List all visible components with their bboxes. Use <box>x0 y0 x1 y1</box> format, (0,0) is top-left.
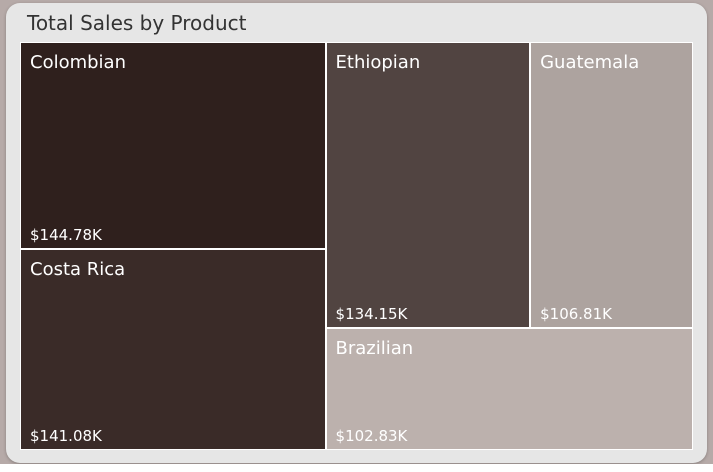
tile-label-colombian: Colombian <box>30 52 126 73</box>
treemap-tile-guatemala[interactable]: Guatemala $106.81K <box>531 43 692 327</box>
treemap-tile-ethiopian[interactable]: Ethiopian $134.15K <box>326 43 530 327</box>
tile-label-ethiopian: Ethiopian <box>335 52 421 73</box>
tile-label-guatemala: Guatemala <box>540 52 640 73</box>
tile-value-ethiopian: $134.15K <box>335 304 408 323</box>
chart-title: Total Sales by Product <box>27 11 247 35</box>
tile-value-brazilian: $102.83K <box>335 426 408 445</box>
bottom-strip <box>0 464 713 472</box>
tile-value-colombian: $144.78K <box>30 225 102 244</box>
tile-value-costa-rica: $141.08K <box>30 426 102 445</box>
treemap-plot-area[interactable]: Colombian $144.78K Costa Rica $141.08K Ethio… <box>20 42 693 450</box>
tile-label-brazilian: Brazilian <box>335 337 414 359</box>
tile-label-costa-rica: Costa Rica <box>30 258 126 280</box>
treemap-tile-costa-rica[interactable]: Costa Rica $141.08K <box>21 249 325 449</box>
tile-value-guatemala: $106.81K <box>540 304 612 323</box>
treemap-tile-colombian[interactable]: Colombian $144.78K <box>21 43 325 248</box>
treemap-tile-brazilian[interactable]: Brazilian $102.83K <box>326 328 692 449</box>
